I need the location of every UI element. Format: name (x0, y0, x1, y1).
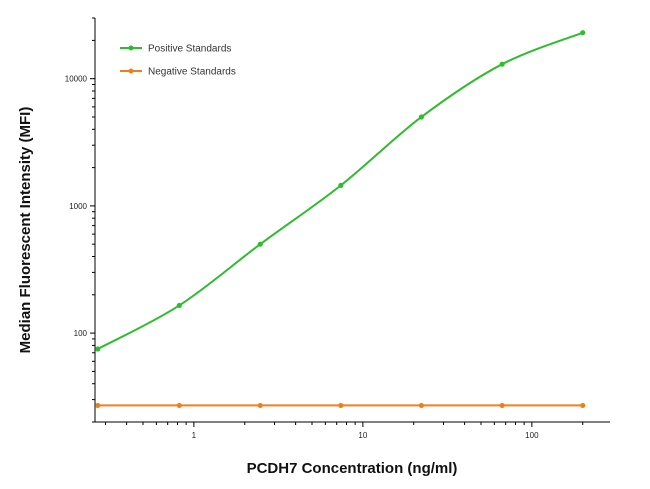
x-tick-label: 10 (358, 431, 367, 440)
x-axis-title: PCDH7 Concentration (ng/ml) (247, 460, 458, 477)
x-ticks: 1 10 100 (105, 422, 584, 440)
legend-marker-positive (128, 45, 134, 51)
data-point-positive (257, 241, 263, 247)
data-point-negative (580, 402, 586, 409)
data-point-negative (338, 402, 344, 409)
data-point-negative (499, 402, 505, 409)
x-tick-label: 100 (525, 431, 539, 440)
legend: Positive Standards Negative Standards (120, 44, 236, 78)
series-line-positive (97, 31, 584, 350)
data-point-negative (418, 402, 424, 409)
data-point-negative (95, 402, 101, 409)
x-tick-label: 1 (192, 431, 197, 440)
series-layer (95, 30, 586, 409)
data-point-positive (176, 302, 182, 309)
axes (94, 18, 610, 423)
y-axis-title: Median Fluorescent Intensity (MFI) (17, 107, 34, 354)
data-point-negative (257, 402, 263, 409)
data-point-negative (176, 402, 182, 409)
y-ticks: 100 1000 10000 (65, 17, 95, 423)
data-point-positive (418, 114, 424, 120)
legend-marker-negative (128, 68, 134, 74)
y-tick-label: 1000 (69, 202, 87, 211)
data-point-positive (580, 30, 586, 36)
legend-item-positive: Positive Standards (120, 44, 231, 55)
y-tick-label: 100 (74, 329, 88, 338)
legend-item-negative: Negative Standards (120, 67, 236, 78)
data-point-positive (338, 182, 344, 188)
data-point-positive (499, 61, 505, 67)
data-point-positive (95, 346, 101, 352)
legend-label-negative: Negative Standards (148, 67, 236, 78)
y-tick-label: 10000 (65, 75, 88, 84)
legend-label-positive: Positive Standards (148, 44, 231, 55)
